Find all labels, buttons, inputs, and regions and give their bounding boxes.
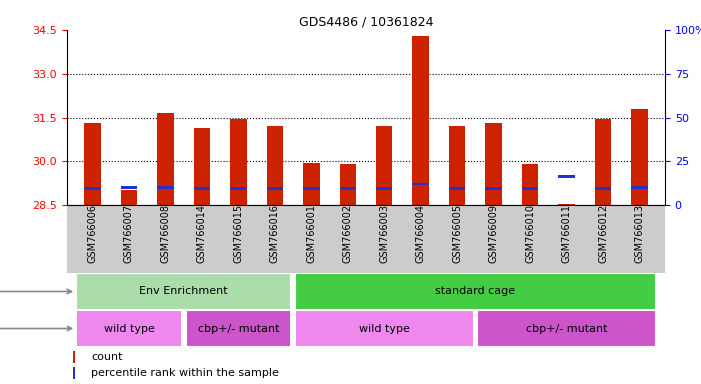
Bar [449,187,465,190]
Bar [477,310,656,347]
Bar [632,186,648,189]
Bar [193,128,210,205]
Text: wild type: wild type [104,323,154,333]
Text: standard cage: standard cage [435,286,515,296]
Bar [558,175,575,178]
Bar [412,36,429,205]
Bar [266,187,283,190]
Bar [558,204,575,205]
Bar [303,163,320,205]
Text: percentile rank within the sample: percentile rank within the sample [91,368,279,378]
Bar [449,126,465,205]
Bar [121,186,137,189]
Bar [376,126,393,205]
Text: cbp+/- mutant: cbp+/- mutant [198,323,279,333]
Text: count: count [91,352,123,362]
Text: genotype/variation: genotype/variation [0,323,72,333]
Bar [485,187,502,190]
Bar [76,273,291,310]
Bar [339,187,356,190]
Bar [522,164,538,205]
Bar [595,119,611,205]
Bar [339,164,356,205]
Bar [485,123,502,205]
Bar [295,273,656,310]
Bar [376,187,393,190]
Bar [73,367,75,379]
Bar [632,109,648,205]
Bar [266,126,283,205]
Bar [595,187,611,190]
Bar [230,119,247,205]
Bar [76,310,182,347]
Bar [121,190,137,205]
Bar [84,187,101,190]
Title: GDS4486 / 10361824: GDS4486 / 10361824 [299,16,433,29]
Bar [412,182,429,185]
Bar [295,310,474,347]
Text: Env Enrichment: Env Enrichment [139,286,228,296]
Text: wild type: wild type [359,323,409,333]
Bar [230,187,247,190]
Bar [193,187,210,190]
Bar [84,123,101,205]
Bar [186,310,291,347]
Bar [522,187,538,190]
Bar [73,351,75,363]
Bar [157,113,174,205]
Text: cbp+/- mutant: cbp+/- mutant [526,323,607,333]
Bar [303,187,320,190]
Bar [157,186,174,189]
Text: protocol: protocol [0,286,72,296]
